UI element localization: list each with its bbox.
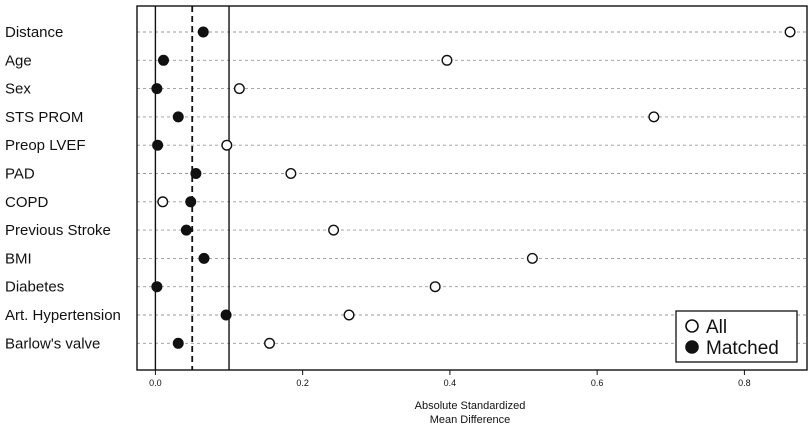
x-tick-label: 0.8 <box>738 378 751 388</box>
all-point <box>233 83 245 95</box>
all-point <box>784 26 796 38</box>
matched-point <box>151 281 163 293</box>
matched-point <box>158 54 170 66</box>
matched-point <box>152 139 164 151</box>
all-point <box>264 337 276 349</box>
variable-label: Preop LVEF <box>5 137 86 154</box>
grid-lines <box>137 31 807 344</box>
variable-label: Art. Hypertension <box>5 307 121 324</box>
all-point <box>328 224 340 236</box>
x-axis: 0.0 0.2 0.4 0.6 0.8 Absolute Standardized Mean… <box>149 370 751 426</box>
legend-marker <box>685 340 699 354</box>
variable-label: PAD <box>5 166 35 183</box>
matched-point <box>172 337 184 349</box>
x-axis-title: Absolute Standardized <box>415 400 526 412</box>
data-points <box>151 26 796 349</box>
all-point <box>441 54 453 66</box>
reference-lines <box>154 6 230 370</box>
matched-point <box>185 196 197 208</box>
x-tick-label: 0.2 <box>296 378 309 388</box>
x-tick-label: 0.0 <box>149 378 162 388</box>
all-point <box>429 281 441 293</box>
variable-label: Barlow's valve <box>5 335 100 352</box>
all-point <box>157 196 169 208</box>
x-tick-label: 0.4 <box>444 378 457 388</box>
matched-point <box>180 224 192 236</box>
legend-box <box>675 310 798 363</box>
matched-point <box>172 111 184 123</box>
matched-point <box>151 83 163 95</box>
legend-marker <box>685 319 699 333</box>
matched-point <box>198 252 210 264</box>
variable-label: STS PROM <box>5 109 83 126</box>
variable-label: Sex <box>5 81 31 98</box>
variable-label: Age <box>5 52 32 69</box>
variable-label: BMI <box>5 250 32 267</box>
x-axis-title: Mean Difference <box>430 414 511 426</box>
x-tick-label: 0.6 <box>591 378 604 388</box>
all-point <box>526 252 538 264</box>
legend-label: All <box>706 317 727 338</box>
all-point <box>285 167 297 179</box>
variable-label: Diabetes <box>5 279 64 296</box>
plot-frame <box>136 5 808 371</box>
variable-label: COPD <box>5 194 49 211</box>
variable-labels: Distance Age Sex STS PROM Preop LVEF PAD COPD P… <box>5 24 121 352</box>
matched-point <box>197 26 209 38</box>
all-point <box>648 111 660 123</box>
legend-label: Matched <box>706 338 779 359</box>
matched-point <box>220 309 232 321</box>
matched-point <box>190 167 202 179</box>
variable-label: Previous Stroke <box>5 222 111 239</box>
all-point <box>221 139 233 151</box>
all-point <box>343 309 355 321</box>
variable-label: Distance <box>5 24 63 41</box>
